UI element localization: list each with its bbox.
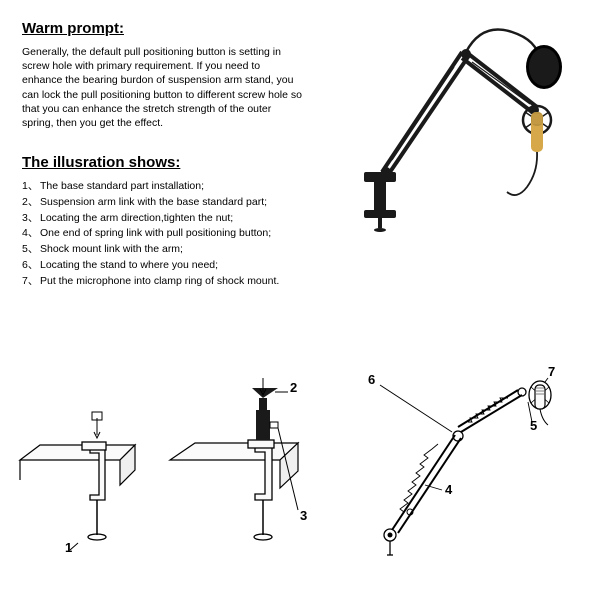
step-text: Put the microphone into clamp ring of sh… [40,274,279,290]
step-text: Suspension arm link with the base standa… [40,195,267,211]
diagram-label-4: 4 [445,482,452,497]
illustration-steps: 1、The base standard part installation; 2… [22,179,342,289]
diagram-label-2: 2 [290,380,297,395]
diagram-label-7: 7 [548,364,555,379]
diagram-label-5: 5 [530,418,537,433]
assembly-diagram: 1 2 3 4 5 6 7 [0,340,600,590]
product-photo [342,12,572,232]
step-text: The base standard part installation; [40,179,204,195]
diagram-step-2-3 [170,378,298,540]
diagram-label-1: 1 [65,540,72,555]
step-text: Locating the stand to where you need; [40,258,218,274]
diagram-label-3: 3 [300,508,307,523]
step-text: One end of spring link with pull positio… [40,226,271,242]
step-text: Locating the arm direction,tighten the n… [40,211,233,227]
diagram-label-6: 6 [368,372,375,387]
diagram-step-1 [20,412,135,550]
step-text: Shock mount link with the arm; [40,242,183,258]
warm-prompt-text: Generally, the default pull positioning … [22,45,302,130]
diagram-step-4-7 [380,378,551,555]
